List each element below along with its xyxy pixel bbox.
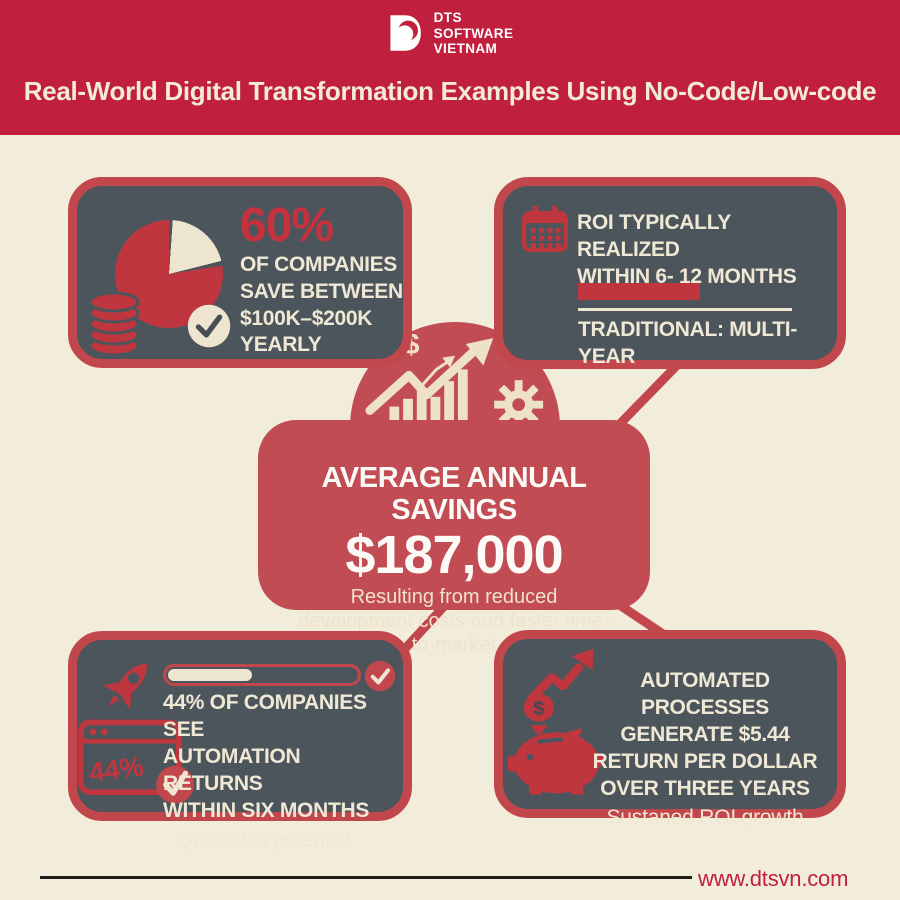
stat-panel-return-per-dollar: $ AUTOMATED PROCESSES GENERATE $5.44 RET… — [494, 630, 846, 829]
badge-44-percent: 44% — [87, 751, 145, 788]
website-link[interactable]: www.dtsvn.com — [698, 866, 849, 891]
stat-panel-roi-timeline: ROI TYPICALLY REALIZED WITHIN 6- 12 MONT… — [494, 177, 846, 369]
automation-line: WITHIN SIX MONTHS — [163, 798, 370, 822]
center-savings-panel: AVERAGE ANNUAL SAVINGS $187,000 Resultin… — [258, 420, 650, 656]
logo-line2: SOFTWARE — [433, 25, 514, 41]
automation-line: 44% OF COMPANIES SEE — [163, 691, 367, 741]
logo-line3: VIETNAM — [433, 41, 498, 57]
roi-line: ROI TYPICALLY REALIZED — [577, 211, 731, 261]
roi-growth-note: Sustaned ROI growth — [606, 806, 804, 830]
piggy-body — [507, 728, 603, 795]
company-logo: DTS SOFTWARE VIETNAM — [387, 10, 514, 57]
process-line: GENERATE $5.44 — [620, 722, 790, 746]
quick-win-note: Quick-win potential — [177, 829, 351, 853]
stat-line: OF COMPANIES — [240, 252, 398, 276]
piggy-bank-icon: $ — [507, 648, 603, 795]
check-icon — [156, 765, 194, 804]
divider-line — [578, 308, 792, 311]
automation-progress-bar — [163, 664, 361, 686]
stat-panel-automation-returns: 44% 44% OF COMPANIES SEE AUTOMATION RETU… — [68, 631, 412, 852]
check-icon — [187, 304, 231, 348]
calendar-icon — [522, 205, 568, 252]
check-icon — [364, 660, 396, 692]
gear-icon — [494, 380, 544, 430]
process-line: AUTOMATED PROCESSES — [640, 669, 770, 719]
logo-wordmark: DTS SOFTWARE VIETNAM — [434, 10, 514, 57]
logo-line1: DTS — [433, 10, 462, 25]
header-band: DTS SOFTWARE VIETNAM Real-World Digital … — [0, 0, 900, 135]
stat-panel-savings-range: 60% OF COMPANIES SAVE BETWEEN $100K–$200… — [68, 177, 412, 368]
roi-progress-bar — [578, 283, 700, 300]
traditional-comparison: TRADITIONAL: MULTI-YEAR — [578, 318, 798, 368]
savings-subtitle: Resulting from reduced development costs… — [298, 586, 610, 656]
coin-stack-icon — [88, 291, 140, 356]
savings-title: AVERAGE ANNUAL SAVINGS — [321, 462, 587, 526]
connector-bottom-left — [397, 597, 453, 657]
progress-fill — [168, 669, 253, 681]
dollar-icon: $ — [533, 699, 545, 719]
page-title: Real-World Digital Transformation Exampl… — [23, 76, 877, 106]
roi-line: WITHIN 6- 12 MONTHS — [577, 264, 797, 288]
dts-logo-icon — [390, 15, 421, 51]
automation-line: AUTOMATION RETURNS — [163, 744, 301, 795]
savings-amount: $187,000 — [345, 524, 563, 585]
stat-60-percent: 60% — [240, 199, 334, 252]
trend-arrow-icon — [365, 343, 482, 415]
rocket-icon — [103, 663, 147, 710]
browser-window-icon: 44% — [77, 719, 194, 804]
small-arrow-icon — [417, 360, 449, 390]
stat-line: $100K–$200K YEARLY — [240, 306, 373, 357]
coin-icon — [523, 694, 555, 722]
stat-line: SAVE BETWEEN — [240, 279, 403, 303]
process-line: OVER THREE YEARS — [600, 776, 810, 800]
footer-divider — [40, 876, 692, 879]
process-line: RETURN PER DOLLAR — [592, 749, 818, 773]
